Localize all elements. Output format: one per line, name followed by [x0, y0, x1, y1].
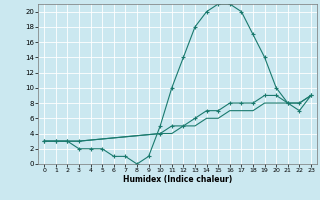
X-axis label: Humidex (Indice chaleur): Humidex (Indice chaleur) [123, 175, 232, 184]
